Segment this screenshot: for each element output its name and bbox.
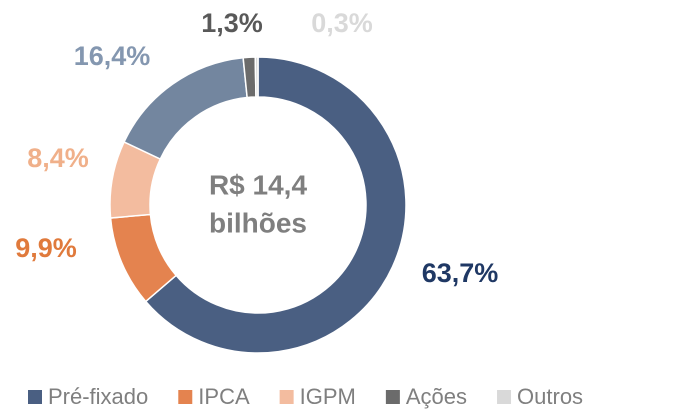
legend-label: IPCA: [198, 384, 250, 409]
legend-label: Ações: [406, 384, 467, 409]
slice: [123, 56, 248, 161]
legend-label: Pré-fixado: [48, 384, 148, 409]
data-label: 63,7%: [422, 258, 499, 288]
data-label: 8,4%: [27, 143, 89, 173]
legend-swatch: [178, 390, 193, 404]
data-label: 1,3%: [201, 8, 263, 38]
legend-swatch: [497, 390, 512, 404]
legend-label: Outros: [517, 384, 583, 409]
center-text: bilhões: [209, 207, 307, 238]
data-label: 0,3%: [311, 8, 373, 38]
center-text: R$ 14,4: [209, 169, 307, 200]
data-label: 9,9%: [15, 233, 77, 263]
legend-swatch: [28, 390, 42, 404]
slice: [254, 56, 259, 98]
data-label: 16,4%: [74, 41, 151, 71]
legend-label: IGPM: [300, 384, 356, 409]
legend-swatch: [385, 390, 400, 404]
legend-swatch: [279, 390, 294, 404]
slice: [144, 56, 407, 354]
